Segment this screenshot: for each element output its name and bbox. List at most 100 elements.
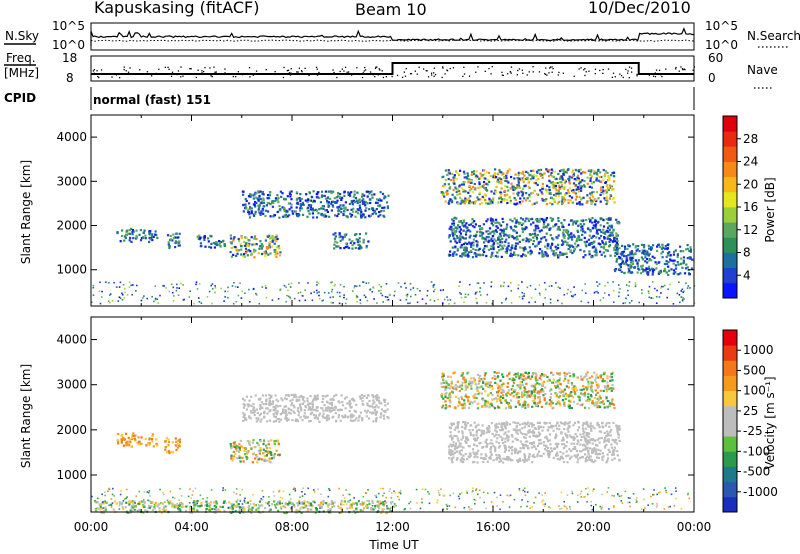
echo-cell xyxy=(497,386,500,389)
echo-cell xyxy=(539,217,542,220)
echo-cell xyxy=(243,244,247,247)
echo-cell xyxy=(608,244,611,247)
echo-cell xyxy=(453,233,456,236)
colorbar-segment xyxy=(723,161,737,178)
echo-cell xyxy=(474,186,477,190)
clutter-cell xyxy=(362,281,365,283)
echo-cell xyxy=(552,198,555,201)
echo-cell xyxy=(256,197,259,200)
clutter-cell xyxy=(567,288,569,291)
echo-cell xyxy=(566,168,569,172)
echo-cell xyxy=(565,385,568,388)
clutter-cell xyxy=(672,303,675,305)
clutter-cell xyxy=(381,294,384,297)
echo-cell xyxy=(484,177,487,180)
clutter-cell xyxy=(177,294,180,296)
echo-cell xyxy=(254,249,257,252)
echo-cell xyxy=(580,226,583,229)
nave-dot xyxy=(446,70,449,72)
echo-cell xyxy=(607,188,610,191)
echo-cell xyxy=(464,386,468,389)
echo-cell xyxy=(494,189,497,192)
echo-cell xyxy=(480,453,483,456)
echo-cell xyxy=(602,251,605,254)
echo-cell xyxy=(572,424,575,427)
echo-cell xyxy=(631,271,634,274)
echo-cell xyxy=(594,452,597,456)
echo-cell xyxy=(262,443,265,446)
echo-cell xyxy=(481,405,484,408)
echo-cell xyxy=(510,175,513,179)
echo-cell xyxy=(555,454,558,457)
clutter-cell xyxy=(557,299,559,302)
clutter-cell xyxy=(648,292,650,294)
echo-cell xyxy=(563,379,566,383)
echo-cell xyxy=(586,182,589,185)
echo-cell xyxy=(521,231,524,234)
nave-dot xyxy=(682,69,684,71)
clutter-cell xyxy=(682,296,684,299)
echo-cell xyxy=(612,196,615,199)
clutter-cell xyxy=(619,288,621,290)
clutter-cell xyxy=(196,288,199,290)
echo-cell xyxy=(488,403,491,406)
echo-cell xyxy=(451,232,454,235)
echo-cell xyxy=(349,406,352,409)
clutter-cell xyxy=(662,285,664,288)
echo-cell xyxy=(461,373,464,376)
echo-cell xyxy=(573,178,576,181)
echo-cell xyxy=(617,257,620,260)
echo-cell xyxy=(277,400,280,403)
echo-cell xyxy=(487,381,490,384)
echo-cell xyxy=(279,208,282,211)
echo-cell xyxy=(545,217,548,220)
echo-cell xyxy=(549,173,552,176)
echo-cell xyxy=(259,190,262,193)
echo-cell xyxy=(333,247,336,250)
echo-cell xyxy=(344,414,347,417)
nave-dot xyxy=(405,68,407,70)
clutter-cell xyxy=(332,302,334,304)
nave-dot xyxy=(345,73,347,75)
echo-cell xyxy=(500,180,503,183)
echo-cell xyxy=(614,251,617,255)
echo-cell xyxy=(585,240,588,243)
clutter-cell xyxy=(255,292,257,295)
clutter-cell xyxy=(318,291,320,293)
echo-cell xyxy=(494,448,497,451)
echo-cell xyxy=(371,207,374,210)
clutter-cell xyxy=(584,292,587,294)
echo-cell xyxy=(532,240,535,243)
echo-cell xyxy=(242,193,245,196)
echo-cell xyxy=(380,413,383,416)
nave-dot xyxy=(611,76,613,78)
echo-cell xyxy=(244,453,247,456)
echo-cell xyxy=(580,219,583,222)
nave-dot xyxy=(658,69,661,71)
echo-cell xyxy=(507,181,510,184)
echo-cell xyxy=(493,407,497,410)
echo-cell xyxy=(248,440,251,443)
echo-cell xyxy=(585,441,588,444)
echo-cell xyxy=(500,199,503,202)
echo-cell xyxy=(534,224,537,227)
echo-cell xyxy=(636,261,639,264)
echo-cell xyxy=(178,240,181,243)
echo-cell xyxy=(487,230,490,233)
clutter-cell xyxy=(500,284,502,287)
echo-cell xyxy=(268,397,271,400)
clutter-cell xyxy=(604,292,606,294)
nave-dot xyxy=(129,67,131,69)
echo-cell xyxy=(339,193,342,196)
colorbar-tick-label: 20 xyxy=(743,177,758,191)
echo-cell xyxy=(238,443,241,446)
echo-cell xyxy=(299,416,302,419)
echo-cell xyxy=(447,445,451,448)
echo-cell xyxy=(534,383,537,386)
echo-cell xyxy=(674,267,678,270)
echo-cell xyxy=(268,237,272,240)
echo-cell xyxy=(128,239,131,242)
echo-cell xyxy=(308,192,311,195)
echo-cell xyxy=(603,174,606,177)
echo-cell xyxy=(265,400,268,403)
